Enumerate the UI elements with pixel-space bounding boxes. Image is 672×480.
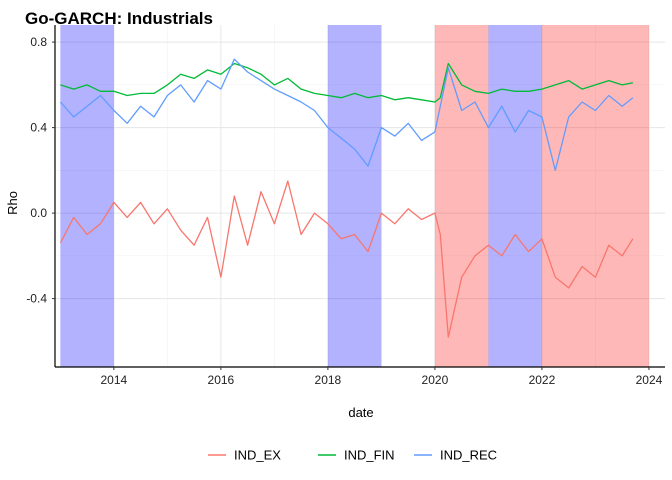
legend-item-ind-rec: IND_REC bbox=[414, 448, 497, 463]
x-tick-label: 2016 bbox=[208, 373, 235, 387]
series-line-ind-rec bbox=[59, 58, 634, 172]
y-axis-label: Rho bbox=[5, 191, 20, 215]
chart-title: Go-GARCH: Industrials bbox=[25, 9, 213, 28]
y-tick-label: -0.4 bbox=[26, 292, 47, 306]
axes bbox=[54, 25, 665, 368]
grid-lines bbox=[55, 25, 665, 367]
shaded-region bbox=[488, 25, 542, 367]
series-lines bbox=[59, 58, 634, 338]
legend-label: IND_EX bbox=[234, 448, 281, 463]
y-tick-label: 0.4 bbox=[30, 121, 47, 135]
shaded-region bbox=[60, 25, 114, 367]
y-tick-label: 0.8 bbox=[30, 35, 47, 49]
x-tick-label: 2018 bbox=[315, 373, 342, 387]
legend-item-ind-ex: IND_EX bbox=[208, 448, 281, 463]
legend: IND_EX IND_FIN IND_REC bbox=[208, 448, 497, 463]
series-line-ind-fin bbox=[60, 62, 634, 103]
x-tick-label: 2020 bbox=[422, 373, 449, 387]
shaded-regions bbox=[60, 25, 649, 367]
x-tick-labels: 2014 2016 2018 2020 2022 2024 bbox=[101, 367, 663, 387]
x-tick-label: 2014 bbox=[101, 373, 128, 387]
legend-label: IND_FIN bbox=[344, 448, 395, 463]
y-tick-label: 0.0 bbox=[30, 206, 47, 220]
shaded-region bbox=[541, 25, 649, 367]
y-tick-labels: -0.4 0.0 0.4 0.8 bbox=[26, 35, 55, 306]
shaded-region bbox=[327, 25, 382, 367]
series-line-ind-ex bbox=[59, 180, 634, 338]
x-axis-label: date bbox=[348, 405, 373, 420]
x-tick-label: 2022 bbox=[529, 373, 556, 387]
x-tick-label: 2024 bbox=[636, 373, 663, 387]
legend-item-ind-fin: IND_FIN bbox=[318, 448, 395, 463]
legend-label: IND_REC bbox=[440, 448, 497, 463]
shaded-region bbox=[434, 25, 489, 367]
